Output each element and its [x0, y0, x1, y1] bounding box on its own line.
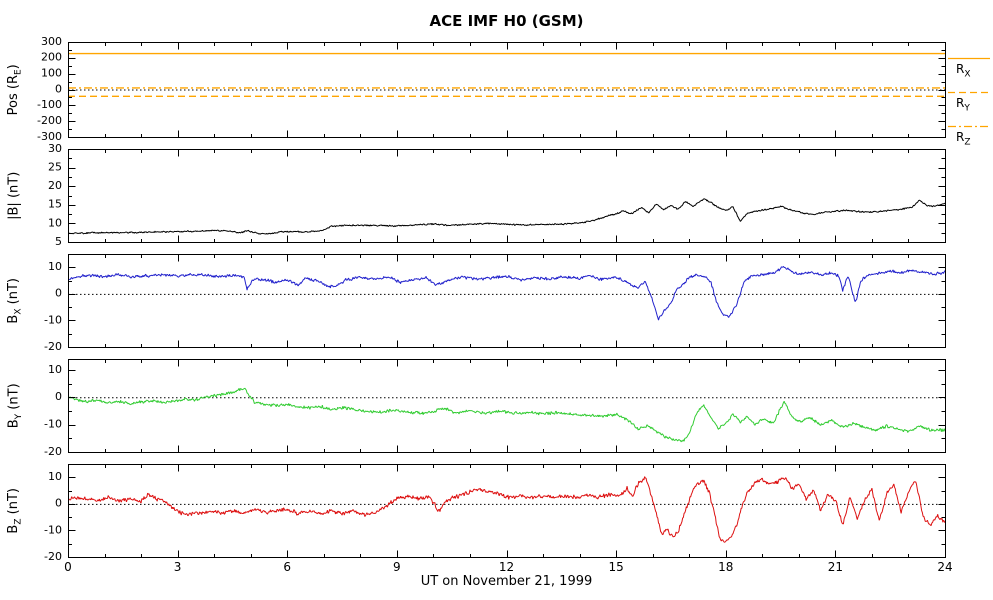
legend-ry-sub: Y [964, 103, 970, 114]
legend-rz: RZ [956, 130, 971, 147]
ylabel-bmag: |B| (nT) [2, 149, 28, 242]
ylabel-bz: BZ (nT) [2, 464, 28, 557]
legend-rx-sub: X [964, 69, 971, 80]
chart-title: ACE IMF H0 (GSM) [429, 12, 584, 30]
legend-ry: RY [956, 96, 970, 113]
ylabel-sub: Z [13, 518, 24, 525]
ylabel-bx-text: BX (nT) [6, 278, 24, 324]
ylabel-by-text: BY (nT) [6, 383, 24, 428]
x-axis-label: UT on November 21, 1999 [420, 574, 593, 589]
ylabel-post: (nT) [6, 383, 22, 414]
ylabel-pre: B [6, 314, 22, 324]
legend-ry-pre: R [956, 96, 965, 110]
ylabel-position-text: Pos (RE) [6, 64, 24, 115]
ylabel-bz-text: BZ (nT) [6, 488, 24, 534]
ylabel-pre: B [6, 419, 22, 428]
legend-rz-pre: R [956, 130, 965, 144]
ylabel-pre: B [6, 524, 22, 534]
ylabel-position: Pos (RE) [2, 42, 28, 137]
ylabel-sub: E [13, 69, 24, 75]
ylabel-bmag-text: |B| (nT) [6, 171, 24, 219]
legend-rz-sub: Z [964, 137, 971, 148]
ylabel-pre: |B| (nT) [6, 171, 22, 220]
legend-rx: RX [956, 62, 971, 79]
ylabel-bx: BX (nT) [2, 254, 28, 347]
ylabel-post: (nT) [6, 487, 22, 519]
ylabel-pre: Pos (R [6, 74, 22, 116]
ylabel-sub: X [13, 308, 24, 315]
legend-rx-pre: R [956, 62, 965, 76]
ylabel-post: (nT) [6, 277, 22, 309]
ylabel-post: ) [6, 63, 22, 70]
ylabel-sub: Y [13, 413, 24, 420]
ylabel-by: BY (nT) [2, 359, 28, 452]
